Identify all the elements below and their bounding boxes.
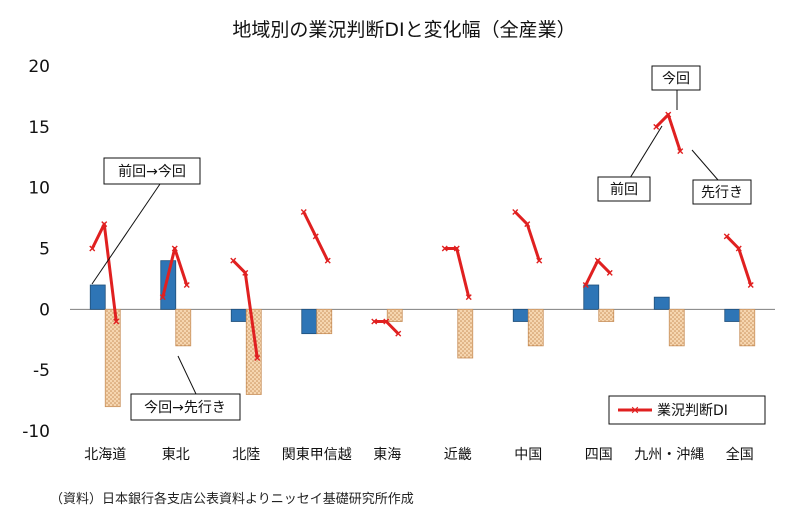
di-line-segment — [584, 259, 611, 286]
di-point-marker — [371, 318, 378, 325]
bar-prev-to-now — [89, 284, 106, 310]
bar-now-to-ahead — [668, 308, 685, 347]
annotation-ahead: 先行き — [691, 149, 752, 205]
bar-prev-to-now — [724, 308, 741, 322]
di-point-marker — [723, 233, 730, 240]
source-note: （資料）日本銀行各支店公表資料よりニッセイ基礎研究所作成 — [50, 491, 414, 507]
category-label: 四国 — [585, 447, 613, 463]
bar-now-to-ahead — [175, 308, 192, 347]
bar-now-to-ahead — [316, 308, 333, 335]
y-tick-label: 5 — [39, 240, 50, 260]
bar-now-to-ahead — [104, 308, 121, 408]
category-label: 東北 — [162, 447, 190, 463]
bar-prev-to-now — [230, 308, 247, 322]
y-tick-label: -5 — [33, 361, 50, 381]
di-point-marker — [183, 282, 190, 288]
di-point-marker — [582, 282, 589, 288]
category-labels: 北海道 東北 北陸 関東甲信越 東海 近畿 中国 四国 九州・沖縄 全国 — [84, 446, 754, 463]
di-point-marker — [89, 245, 96, 252]
di-point-marker — [677, 148, 684, 155]
di-point-marker — [735, 245, 742, 252]
di-point-marker — [230, 257, 237, 264]
legend: ✕ 業況判断DI — [608, 395, 766, 425]
annotation-now: 今回 — [651, 65, 701, 110]
di-point-marker — [441, 245, 448, 252]
di-point-marker — [606, 269, 613, 276]
di-point-marker — [524, 221, 531, 228]
category-label: 近畿 — [444, 447, 472, 463]
bar-now-to-ahead — [739, 308, 756, 347]
bar-prev-to-now — [653, 296, 670, 310]
bars — [89, 260, 756, 408]
category-label: 九州・沖縄 — [634, 447, 704, 463]
y-tick-label: -10 — [22, 422, 50, 442]
bar-now-to-ahead — [457, 308, 474, 359]
bar-now-to-ahead — [527, 308, 544, 347]
di-point-marker — [242, 269, 249, 276]
di-point-marker — [747, 282, 754, 288]
di-point-marker — [383, 318, 390, 325]
di-point-marker — [594, 257, 601, 264]
annotation-prev: 前回 — [597, 125, 663, 202]
di-point-marker — [395, 330, 402, 337]
di-line-segment — [514, 210, 541, 262]
di-point-marker — [159, 294, 166, 301]
category-label: 北海道 — [84, 447, 126, 463]
annotation-prev-text: 前回 — [610, 181, 638, 198]
annotation-prev-to-now: 前回→今回 — [91, 157, 201, 285]
di-point-marker — [300, 209, 307, 215]
annotation-prev-to-now-text: 前回→今回 — [118, 163, 186, 180]
y-tick-label: 0 — [39, 300, 50, 320]
y-tick-label: 20 — [28, 57, 50, 77]
bar-now-to-ahead — [245, 308, 262, 395]
annotation-now-to-ahead-text: 今回→先行き — [144, 400, 226, 416]
di-point-marker — [453, 245, 460, 252]
category-label: 北陸 — [232, 447, 260, 463]
di-point-marker — [465, 294, 472, 301]
chart-title: 地域別の業況判断DIと変化幅（全産業） — [232, 19, 575, 41]
bar-prev-to-now — [583, 284, 600, 310]
di-point-marker — [324, 257, 331, 264]
di-point-marker — [312, 233, 319, 240]
annotation-ahead-text: 先行き — [701, 185, 743, 201]
di-lines — [89, 111, 754, 361]
di-point-marker — [254, 355, 261, 361]
bar-prev-to-now — [301, 308, 318, 335]
annotation-now-to-ahead: 今回→先行き — [130, 355, 241, 421]
di-point-marker — [665, 111, 672, 118]
bar-prev-to-now — [160, 260, 177, 310]
bar-now-to-ahead — [386, 308, 403, 322]
y-tick-label: 15 — [28, 118, 50, 138]
di-point-marker — [101, 221, 108, 228]
di-point-marker — [113, 318, 120, 325]
di-line-segment — [374, 320, 400, 335]
y-axis-ticks: 20 15 10 5 0 -5 -10 — [22, 57, 50, 442]
category-label: 関東甲信越 — [282, 447, 352, 463]
bar-prev-to-now — [512, 308, 529, 322]
di-line-segment — [725, 235, 753, 286]
legend-marker-icon: ✕ — [630, 404, 639, 417]
category-label: 中国 — [514, 447, 542, 463]
di-point-marker — [653, 123, 660, 130]
bar-now-to-ahead — [598, 308, 615, 322]
di-point-marker — [171, 245, 178, 252]
legend-label: 業況判断DI — [657, 403, 728, 419]
category-label: 東海 — [373, 447, 401, 463]
di-line-segment — [655, 113, 682, 152]
di-line-segment — [444, 247, 471, 298]
y-tick-label: 10 — [28, 179, 50, 199]
di-point-marker — [536, 257, 543, 264]
annotation-now-text: 今回 — [662, 71, 690, 87]
di-point-marker — [512, 209, 519, 215]
category-label: 全国 — [726, 446, 754, 463]
